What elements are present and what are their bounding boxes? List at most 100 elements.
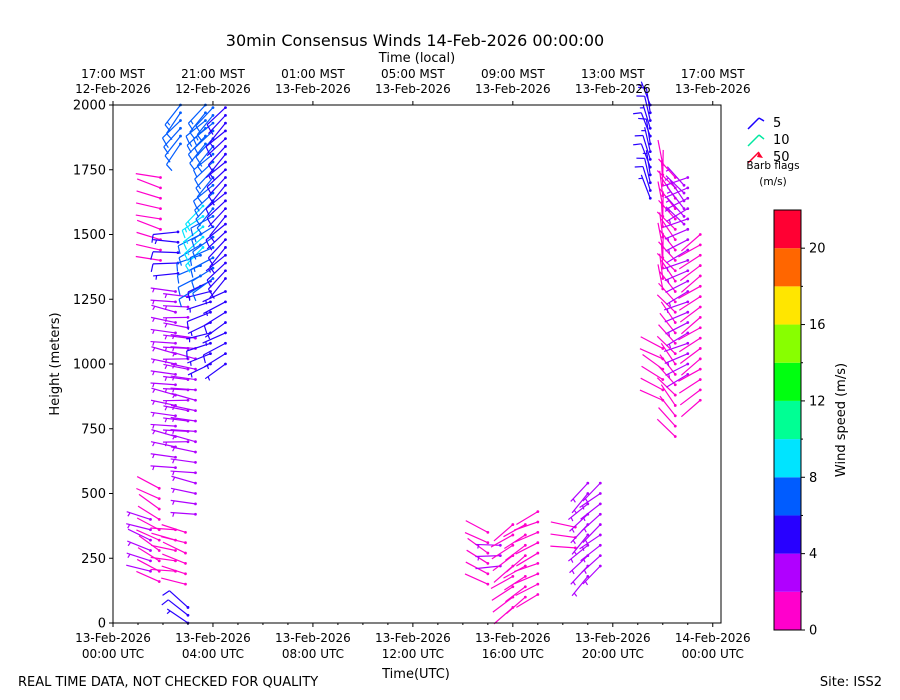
barb-station-dot — [536, 582, 540, 586]
wind-barb — [170, 404, 197, 413]
y-tick-label: 1500 — [73, 228, 106, 243]
barb-shaft — [192, 236, 214, 253]
barb-station-dot — [661, 183, 665, 187]
barb-half-feather — [667, 279, 670, 284]
barb-station-dot — [698, 274, 702, 278]
barb-shaft — [170, 428, 196, 432]
barb-station-dot — [224, 222, 227, 226]
wind-barb — [150, 261, 180, 273]
barb-station-dot — [159, 207, 162, 211]
barb-station-dot — [194, 429, 197, 433]
barb-shaft — [640, 174, 651, 199]
wind-barb — [678, 326, 702, 341]
wind-barb — [464, 573, 490, 586]
barb-station-dot — [201, 246, 205, 249]
barb-station-dot — [224, 168, 227, 172]
barb-station-dot — [157, 497, 161, 501]
barb-station-dot — [224, 341, 227, 345]
wind-barb — [680, 315, 702, 335]
colorbar-bin — [774, 210, 801, 249]
barb-full-feather — [209, 142, 216, 150]
barb-full-feather — [164, 155, 171, 163]
barb-station-dot — [523, 533, 527, 537]
barb-shaft — [664, 228, 688, 240]
barb-station-dot — [174, 341, 177, 345]
wind-barb — [207, 145, 227, 172]
barb-shaft — [680, 275, 701, 293]
barb-shaft — [171, 475, 196, 484]
barb-station-dot — [209, 341, 212, 345]
wind-barb — [658, 365, 677, 387]
barb-shaft — [680, 234, 701, 252]
barb-shaft — [186, 290, 211, 299]
barb-station-dot — [686, 227, 690, 231]
wind-barb — [163, 126, 182, 155]
barb-station-dot — [686, 279, 690, 283]
barb-shaft — [152, 251, 178, 254]
wind-barb — [665, 166, 686, 187]
barb-station-dot — [224, 321, 227, 324]
barb-shaft — [665, 322, 689, 335]
colorbar-bin — [774, 324, 801, 363]
barb-shaft — [666, 373, 689, 388]
wind-barb — [641, 365, 665, 381]
barb-full-feather — [209, 235, 216, 243]
wind-barb — [205, 222, 227, 248]
barb-station-dot — [186, 440, 190, 444]
x-tick-label-time: 00:00 UTC — [82, 647, 144, 661]
barb-full-feather — [194, 209, 200, 218]
wind-barb — [633, 143, 652, 169]
wind-barb — [127, 528, 152, 542]
wind-barb — [678, 295, 702, 311]
barb-full-feather — [150, 263, 154, 273]
barb-shaft — [205, 192, 226, 210]
barb-station-dot — [186, 409, 190, 413]
barb-half-feather — [172, 429, 175, 434]
barb-station-dot — [698, 378, 702, 381]
wind-barb — [658, 324, 677, 345]
barb-shaft — [642, 104, 651, 129]
barb-half-feather — [172, 388, 175, 393]
barb-half-feather — [172, 471, 175, 476]
barb-station-dot — [686, 310, 690, 314]
barb-full-feather — [192, 169, 198, 178]
barb-station-dot — [673, 269, 677, 273]
wind-barb — [206, 230, 227, 251]
wind-barb — [150, 251, 180, 260]
barb-station-dot — [673, 300, 677, 304]
wind-barb — [161, 536, 187, 545]
barb-station-dot — [211, 207, 215, 211]
barb-half-feather — [127, 542, 132, 547]
wind-barb — [150, 423, 177, 429]
wind-barb — [639, 104, 652, 130]
barb-shaft — [516, 593, 539, 608]
barb-shaft — [150, 299, 176, 303]
wind-barb — [150, 340, 177, 346]
wind-barb — [203, 310, 227, 334]
barb-shaft — [640, 112, 651, 137]
barb-station-dot — [686, 362, 690, 366]
barb-station-dot — [586, 502, 590, 506]
wind-barb — [571, 574, 590, 597]
barb-shaft — [170, 363, 196, 370]
barb-shaft — [150, 382, 176, 386]
barb-station-dot — [184, 562, 187, 565]
barb-half-feather — [665, 199, 670, 203]
wind-barb — [162, 590, 190, 609]
barb-station-dot — [486, 541, 490, 545]
barb-shaft — [515, 583, 539, 597]
barb-shaft — [665, 197, 689, 211]
barb-station-dot — [224, 199, 227, 203]
barb-full-feather — [195, 187, 201, 196]
wind-barb — [656, 335, 677, 356]
barb-station-dot — [224, 106, 227, 109]
barb-shaft — [185, 205, 204, 225]
barb-half-feather — [668, 343, 672, 349]
barb-half-feather — [186, 251, 190, 256]
barb-half-feather — [152, 465, 155, 471]
barb-shaft — [136, 487, 160, 500]
wind-barb — [126, 552, 152, 563]
wind-barb — [150, 465, 177, 471]
barb-shaft — [659, 395, 676, 417]
